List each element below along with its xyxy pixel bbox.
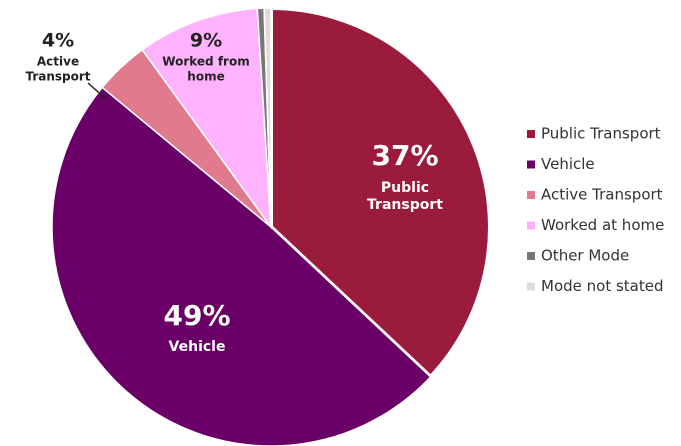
pie-slice xyxy=(263,7,272,228)
slice-value-label: 9% xyxy=(190,30,222,52)
legend-swatch xyxy=(527,282,535,291)
pie-slice xyxy=(141,7,272,230)
legend-swatch xyxy=(527,191,535,199)
legend-label: Mode not stated xyxy=(541,277,664,295)
pie-slice xyxy=(269,5,492,380)
legend-label: Public Transport xyxy=(541,125,661,143)
slice-label: Vehicle xyxy=(169,339,226,355)
legend-label: Vehicle xyxy=(541,155,595,173)
legend-label: Worked at home xyxy=(541,216,664,234)
legend-swatch xyxy=(527,252,535,260)
leader-line xyxy=(87,82,107,100)
legend-swatch xyxy=(527,160,535,169)
slice-label: Active xyxy=(37,55,79,69)
slice-label: Transport xyxy=(25,70,90,84)
slice-label: Transport xyxy=(367,197,443,213)
slice-value-label: 37% xyxy=(371,139,438,172)
pie-slice xyxy=(51,86,432,446)
legend-swatch xyxy=(527,130,535,138)
legend-label: Active Transport xyxy=(541,186,663,204)
slice-label: Worked from xyxy=(162,55,249,69)
slice-value-label: 4% xyxy=(42,30,74,52)
legend-label: Other Mode xyxy=(541,247,629,265)
slice-value-label: 49% xyxy=(163,299,230,332)
slice-label: home xyxy=(187,70,224,84)
slice-label: Public xyxy=(381,180,429,196)
legend-swatch xyxy=(527,221,535,230)
